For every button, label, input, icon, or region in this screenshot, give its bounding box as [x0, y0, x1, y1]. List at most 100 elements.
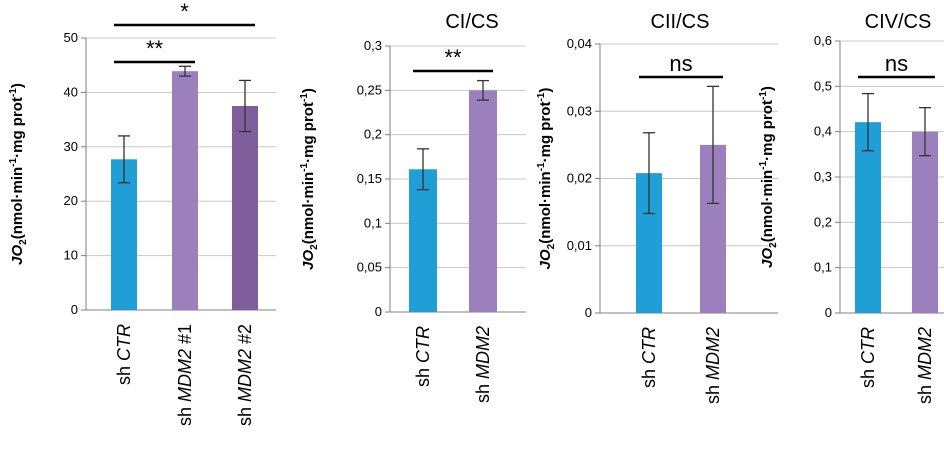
ylabel-superscript: -1 — [8, 88, 19, 97]
category-gene: MDM2 — [235, 349, 255, 402]
y-axis-label: JO2(nmol·min-1·mg prot-1) — [758, 86, 779, 268]
significance-label: ** — [444, 45, 462, 70]
y-tick-label: 0,25 — [357, 82, 382, 97]
y-tick-label: 0,05 — [357, 260, 382, 275]
y-tick-label: 0 — [375, 304, 382, 319]
category-prefix: sh — [915, 380, 935, 404]
y-axis-label: JO2(nmol·min-1·mg prot-1) — [8, 83, 29, 265]
ylabel-unit: (nmol·min — [300, 172, 317, 245]
category-label: sh MDM2 — [703, 327, 723, 404]
category-gene: CTR — [639, 327, 659, 364]
ylabel-subscript: 2 — [18, 239, 29, 245]
chart-title: CII/CS — [651, 11, 710, 33]
category-gene: MDM2 — [473, 326, 493, 379]
category-prefix: sh — [175, 402, 195, 426]
y-tick-label: 0,1 — [814, 260, 832, 275]
bar — [172, 71, 198, 311]
ylabel-unit: ) — [9, 83, 26, 88]
y-tick-label: 0,6 — [814, 33, 832, 48]
y-tick-label: 0 — [585, 305, 592, 320]
category-label: sh MDM2 — [915, 327, 935, 404]
category-prefix: sh — [235, 402, 255, 426]
ylabel-unit: (nmol·min — [759, 170, 776, 243]
y-tick-label: 0,4 — [814, 124, 832, 139]
ylabel-symbol: JO — [300, 250, 317, 270]
ylabel-superscript: -1 — [536, 92, 547, 101]
significance-label: ** — [146, 36, 164, 61]
ylabel-superscript: -1 — [758, 160, 769, 169]
bar — [469, 90, 497, 312]
bar — [855, 122, 881, 313]
y-tick-label: 40 — [64, 84, 78, 99]
y-tick-label: 0 — [71, 302, 78, 317]
category-suffix: #1 — [175, 324, 195, 349]
category-gene: CTR — [114, 324, 134, 361]
ylabel-superscript: -1 — [299, 93, 310, 102]
category-label: sh CTR — [858, 327, 878, 388]
bar — [409, 169, 437, 312]
y-tick-label: 0,3 — [814, 169, 832, 184]
y-tick-label: 0,2 — [364, 127, 382, 142]
y-axis-label: JO2(nmol·min-1·mg prot-1) — [536, 88, 557, 270]
category-prefix: sh — [858, 364, 878, 388]
ylabel-unit: ) — [759, 86, 776, 91]
category-gene: MDM2 — [915, 327, 935, 380]
y-tick-label: 0,02 — [567, 171, 592, 186]
significance-label: ns — [669, 51, 692, 76]
category-prefix: sh — [114, 361, 134, 385]
ylabel-unit: ·mg prot — [300, 102, 317, 163]
ylabel-unit: (nmol·min — [537, 171, 554, 244]
category-label: sh CTR — [413, 326, 433, 387]
y-tick-label: 30 — [64, 139, 78, 154]
chart-title: CIV/CS — [865, 11, 932, 33]
y-tick-label: 0,03 — [567, 103, 592, 118]
category-prefix: sh — [639, 364, 659, 388]
y-tick-label: 0,04 — [567, 36, 592, 51]
y-tick-label: 0 — [825, 305, 832, 320]
category-suffix: #2 — [235, 324, 255, 349]
category-gene: MDM2 — [703, 327, 723, 380]
ylabel-superscript: -1 — [758, 91, 769, 100]
significance-label: ns — [885, 51, 908, 76]
y-tick-label: 50 — [64, 30, 78, 45]
y-tick-label: 0,15 — [357, 171, 382, 186]
category-gene: CTR — [413, 326, 433, 363]
y-tick-label: 0,5 — [814, 78, 832, 93]
y-tick-label: 0,3 — [364, 38, 382, 53]
category-label: sh CTR — [114, 324, 134, 385]
category-prefix: sh — [703, 380, 723, 404]
ylabel-unit: ·mg prot — [537, 102, 554, 163]
ylabel-unit: ) — [300, 88, 317, 93]
ylabel-unit: ) — [537, 88, 554, 93]
y-tick-label: 0,2 — [814, 214, 832, 229]
ylabel-symbol: JO — [537, 249, 554, 269]
ylabel-subscript: 2 — [546, 243, 557, 249]
ylabel-symbol: JO — [9, 245, 26, 265]
y-tick-label: 20 — [64, 193, 78, 208]
ylabel-unit: ·mg prot — [9, 97, 26, 158]
ylabel-superscript: -1 — [536, 162, 547, 171]
y-tick-label: 0,1 — [364, 215, 382, 230]
ylabel-subscript: 2 — [309, 244, 320, 250]
category-gene: CTR — [858, 327, 878, 364]
bar — [232, 106, 258, 310]
y-axis-label: JO2(nmol·min-1·mg prot-1) — [299, 88, 320, 270]
ylabel-unit: (nmol·min — [9, 167, 26, 240]
category-label: sh MDM2 #1 — [175, 324, 195, 426]
y-tick-label: 0,01 — [567, 238, 592, 253]
bar — [111, 159, 137, 310]
category-prefix: sh — [473, 379, 493, 403]
significance-label: * — [180, 0, 189, 24]
category-label: sh CTR — [639, 327, 659, 388]
ylabel-unit: ·mg prot — [759, 100, 776, 161]
ylabel-subscript: 2 — [768, 242, 779, 248]
category-label: sh MDM2 #2 — [235, 324, 255, 426]
ylabel-symbol: JO — [759, 248, 776, 268]
ylabel-superscript: -1 — [8, 157, 19, 166]
category-label: sh MDM2 — [473, 326, 493, 403]
category-gene: MDM2 — [175, 349, 195, 402]
